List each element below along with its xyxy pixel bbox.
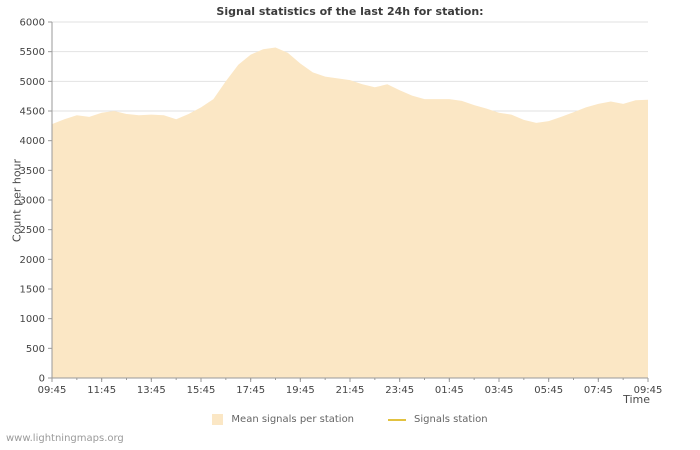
svg-text:2000: 2000 (20, 255, 45, 266)
svg-text:4000: 4000 (20, 136, 45, 147)
legend-swatch-mean-signals (212, 414, 224, 425)
svg-text:2500: 2500 (20, 225, 45, 236)
y-axis-label: Count per hour (10, 158, 24, 243)
legend-swatch-signals-station (388, 418, 407, 421)
watermark-link[interactable]: www.lightningmaps.org (6, 433, 124, 444)
chart-title: Signal statistics of the last 24h for st… (216, 5, 484, 18)
svg-text:01:45: 01:45 (435, 385, 464, 396)
svg-text:5000: 5000 (20, 77, 45, 88)
svg-text:500: 500 (26, 344, 45, 355)
svg-text:05:45: 05:45 (534, 385, 563, 396)
svg-text:0: 0 (39, 374, 45, 385)
svg-text:11:45: 11:45 (87, 385, 116, 396)
svg-text:6000: 6000 (20, 18, 45, 29)
area-chart: 0 500 1000 1500 2000 2500 3000 3500 4000 4500 5000… (20, 18, 663, 397)
svg-text:07:45: 07:45 (584, 385, 613, 396)
chart-legend: Mean signals per station Signals station (0, 414, 700, 425)
svg-text:15:45: 15:45 (187, 385, 216, 396)
svg-text:19:45: 19:45 (286, 385, 315, 396)
x-axis-label: Time (623, 393, 650, 406)
svg-text:03:45: 03:45 (485, 385, 514, 396)
svg-text:09:45: 09:45 (634, 385, 663, 396)
svg-text:3500: 3500 (20, 166, 45, 177)
svg-text:5500: 5500 (20, 47, 45, 58)
svg-text:4500: 4500 (20, 107, 45, 118)
svg-text:17:45: 17:45 (236, 385, 265, 396)
svg-text:3000: 3000 (20, 196, 45, 207)
svg-text:23:45: 23:45 (385, 385, 414, 396)
svg-text:1500: 1500 (20, 285, 45, 296)
svg-text:21:45: 21:45 (336, 385, 365, 396)
legend-label-signals-station: Signals station (414, 414, 488, 425)
legend-label-mean-signals: Mean signals per station (231, 414, 355, 425)
svg-text:13:45: 13:45 (137, 385, 166, 396)
svg-text:09:45: 09:45 (38, 385, 67, 396)
svg-text:1000: 1000 (20, 314, 45, 325)
